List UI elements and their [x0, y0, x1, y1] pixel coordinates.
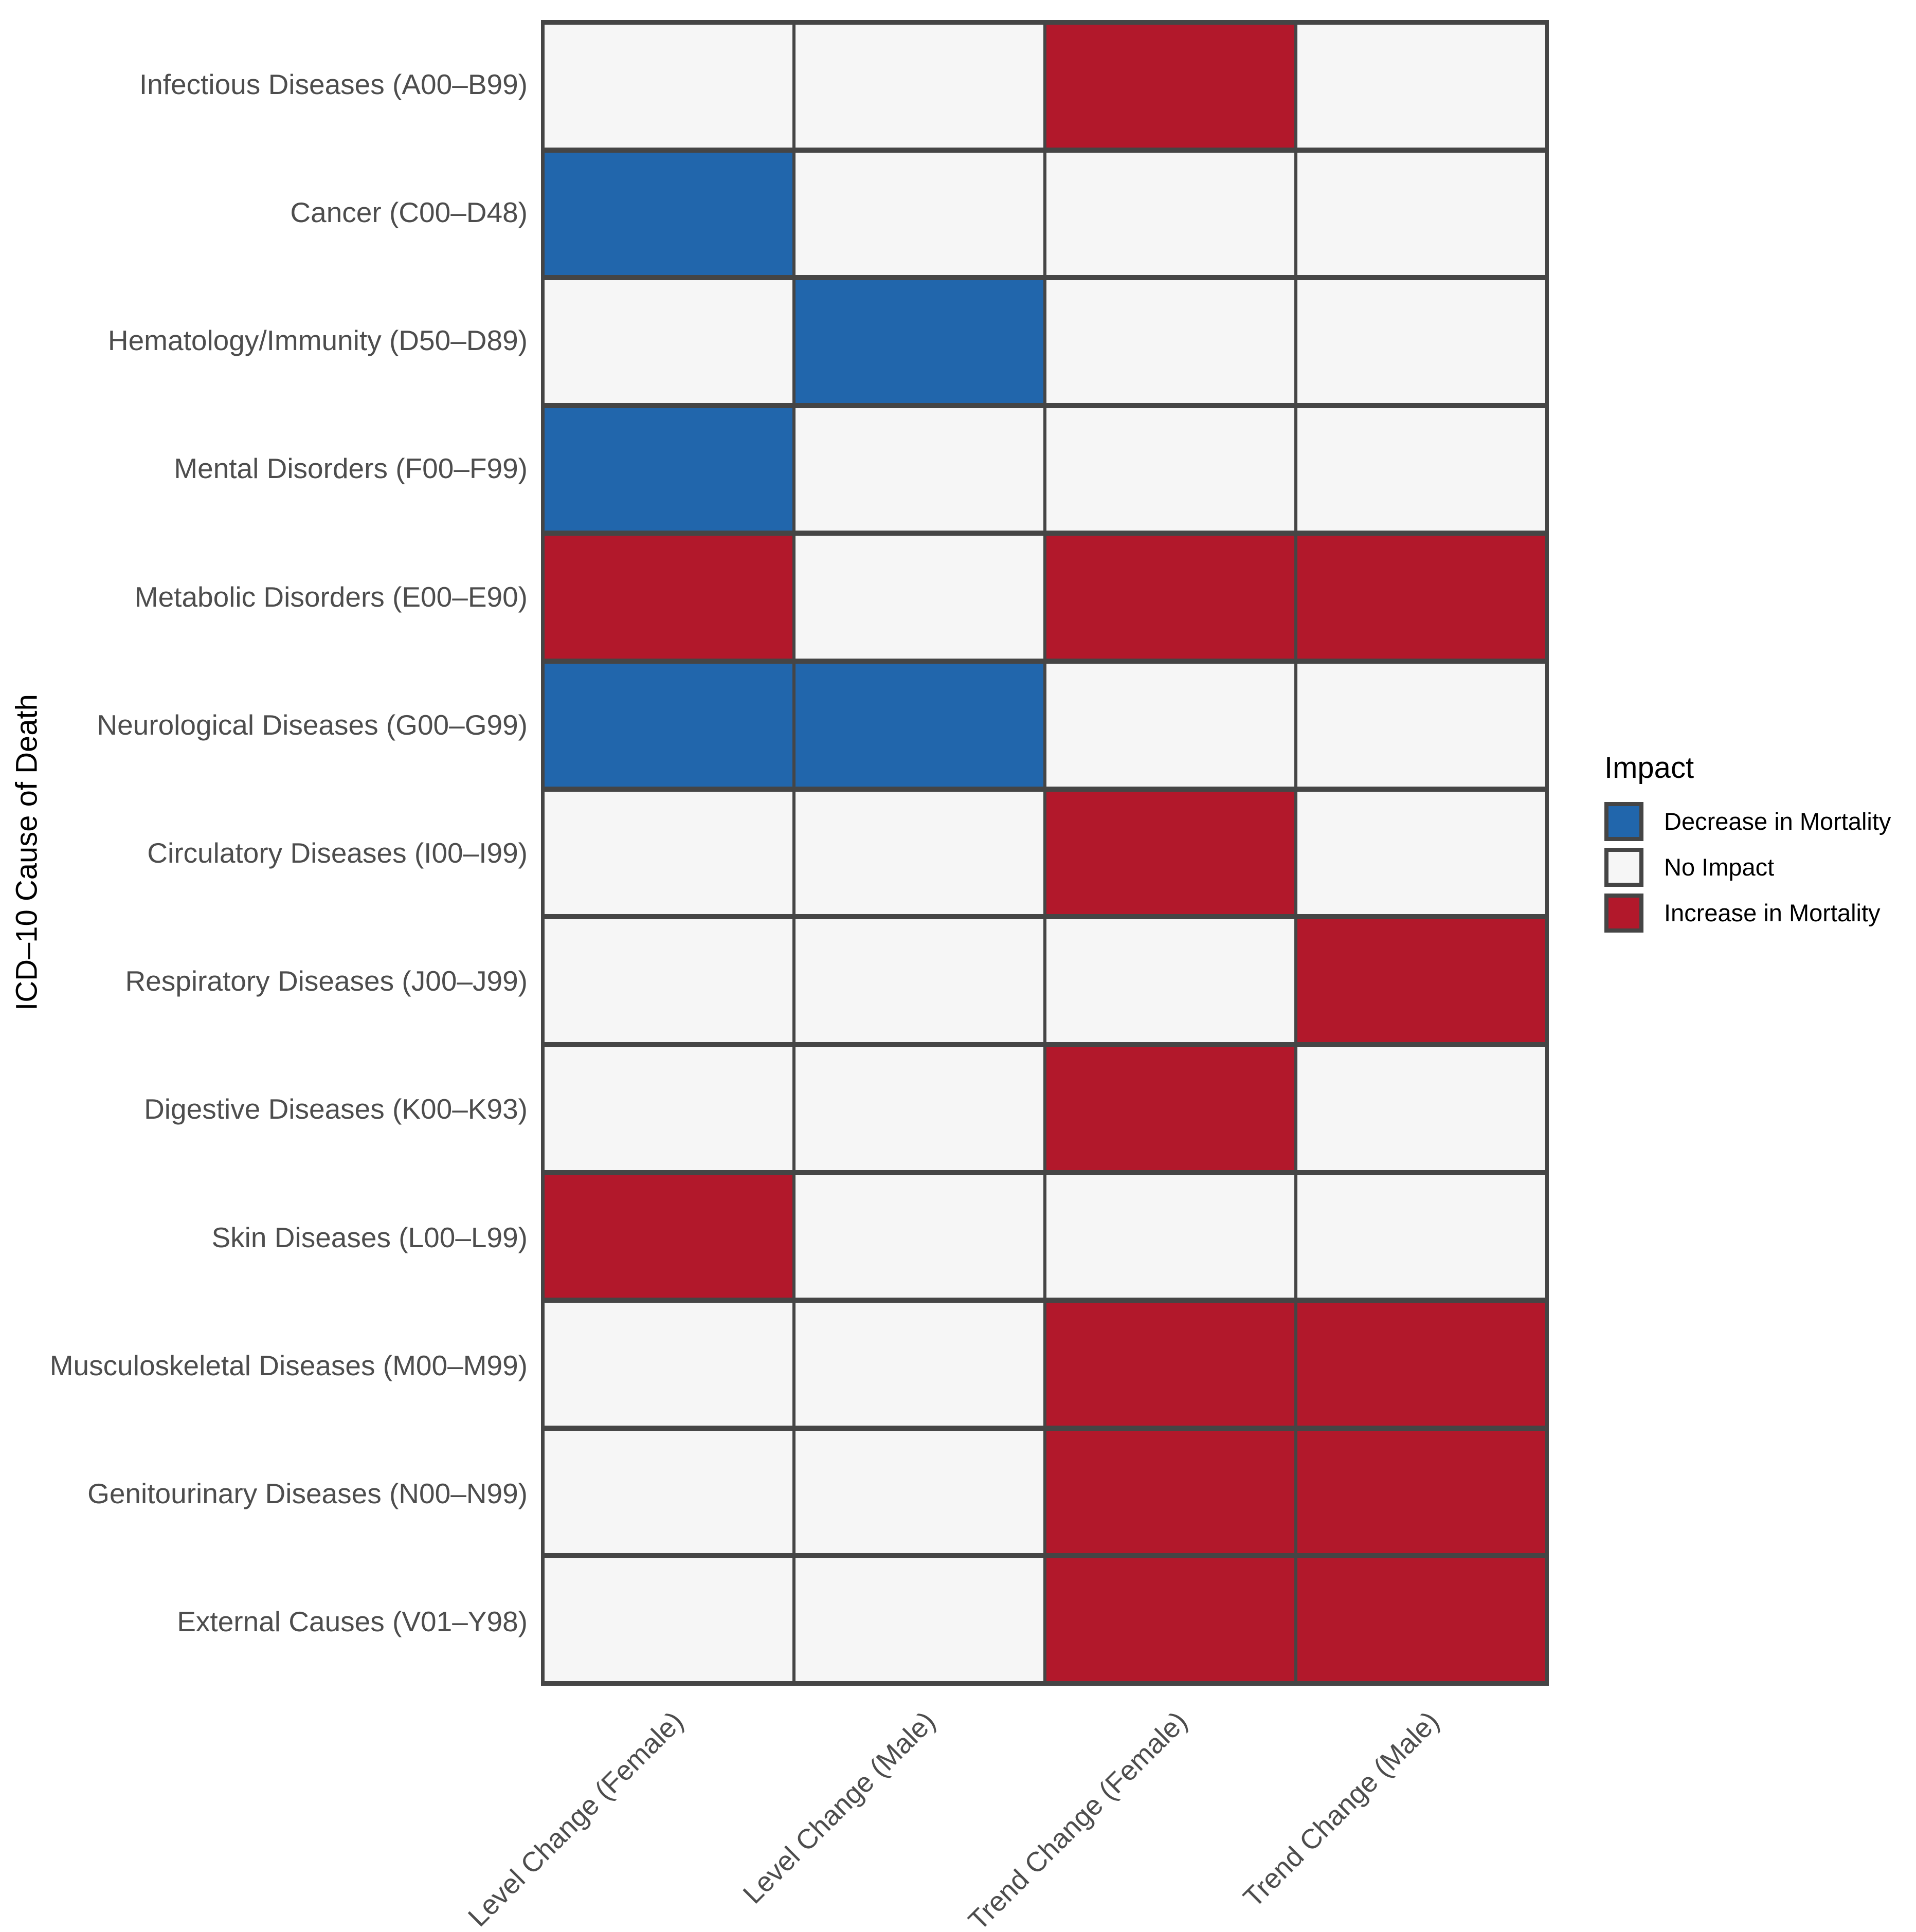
- heatmap-cell: [794, 22, 1045, 150]
- heatmap-cell: [1045, 1172, 1296, 1301]
- y-tick-label: Respiratory Diseases (J00–J99): [125, 965, 528, 997]
- heatmap-cell: [794, 278, 1045, 406]
- heatmap-cell: [1296, 789, 1547, 917]
- heatmap-cell: [543, 661, 794, 789]
- y-tick-label: Hematology/Immunity (D50–D89): [107, 324, 528, 357]
- heatmap-cell: [1045, 1556, 1296, 1684]
- legend-key-swatch: [1604, 893, 1643, 933]
- heatmap-cell: [1296, 22, 1547, 150]
- heatmap-cell: [794, 150, 1045, 278]
- heatmap-cell: [1296, 1172, 1547, 1301]
- heatmap-cell: [1045, 1428, 1296, 1556]
- x-tick-label: Level Change (Female): [462, 1705, 690, 1932]
- heatmap-cell: [1296, 150, 1547, 278]
- legend-title: Impact: [1604, 751, 1694, 785]
- heatmap-cell: [1296, 533, 1547, 662]
- heatmap-cell: [543, 1172, 794, 1301]
- heatmap-cell: [794, 917, 1045, 1045]
- y-tick-label: Cancer (C00–D48): [290, 196, 528, 228]
- heatmap-cell: [794, 1428, 1045, 1556]
- heatmap-cell: [1045, 1044, 1296, 1173]
- heatmap-cell: [1296, 1556, 1547, 1684]
- legend-key-swatch: [1604, 801, 1643, 841]
- heatmap-cell: [1045, 661, 1296, 789]
- heatmap-cell: [543, 789, 794, 917]
- heatmap-cell: [794, 1300, 1045, 1428]
- heatmap-cell: [1296, 917, 1547, 1045]
- heatmap-cell: [1045, 150, 1296, 278]
- y-tick-label: Mental Disorders (F00–F99): [174, 452, 528, 485]
- legend-label: Decrease in Mortality: [1664, 808, 1891, 835]
- legend: Impact Decrease in Mortality No Impact Inc…: [1604, 752, 1891, 933]
- y-tick-label: External Causes (V01–Y98): [177, 1606, 528, 1638]
- legend-key-swatch: [1604, 847, 1643, 887]
- legend-label: No Impact: [1664, 853, 1775, 881]
- heatmap-cell: [1296, 1428, 1547, 1556]
- heatmap-cell: [1045, 789, 1296, 917]
- heatmap-cell: [794, 405, 1045, 534]
- heatmap-cell: [794, 1044, 1045, 1173]
- legend-item: Increase in Mortality: [1604, 893, 1891, 933]
- heatmap-cell: [1045, 278, 1296, 406]
- heatmap-cell: [794, 1172, 1045, 1301]
- heatmap-cell: [543, 1556, 794, 1684]
- heatmap-cell: [543, 150, 794, 278]
- heatmap-cell: [1045, 533, 1296, 662]
- y-tick-label: Digestive Diseases (K00–K93): [144, 1093, 528, 1125]
- heatmap-cell: [1296, 661, 1547, 789]
- heatmap-cell: [794, 1556, 1045, 1684]
- y-tick-label: Neurological Diseases (G00–G99): [97, 708, 528, 741]
- heatmap-grid: [541, 20, 1549, 1686]
- x-tick-label: Level Change (Male): [737, 1705, 942, 1910]
- heatmap-cell: [1045, 1300, 1296, 1428]
- heatmap-cell: [543, 1300, 794, 1428]
- heatmap-cell: [543, 917, 794, 1045]
- heatmap-cell: [1045, 22, 1296, 150]
- legend-item: No Impact: [1604, 847, 1891, 887]
- y-tick-label: Metabolic Disorders (E00–E90): [134, 580, 528, 613]
- heatmap-cell: [1296, 1300, 1547, 1428]
- heatmap-cell: [543, 533, 794, 662]
- heatmap-cell: [543, 1044, 794, 1173]
- legend-label: Increase in Mortality: [1664, 899, 1881, 927]
- heatmap-cell: [794, 789, 1045, 917]
- heatmap-cell: [543, 405, 794, 534]
- heatmap-cell: [1045, 917, 1296, 1045]
- y-tick-label: Circulatory Diseases (I00–I99): [147, 836, 528, 869]
- y-tick-label: Skin Diseases (L00–L99): [211, 1221, 528, 1253]
- heatmap-cell: [1296, 1044, 1547, 1173]
- heatmap-cell: [1296, 405, 1547, 534]
- heatmap-cell: [543, 1428, 794, 1556]
- heatmap-cell: [543, 278, 794, 406]
- x-tick-label: Trend Change (Male): [1237, 1705, 1445, 1913]
- y-tick-label: Musculoskeletal Diseases (M00–M99): [49, 1349, 528, 1381]
- y-tick-label: Infectious Diseases (A00–B99): [139, 68, 528, 100]
- y-axis-labels: Infectious Diseases (A00–B99) Cancer (C00…: [0, 20, 528, 1686]
- heatmap-cell: [1296, 278, 1547, 406]
- y-tick-label: Genitourinary Diseases (N00–N99): [87, 1478, 528, 1510]
- legend-entries: Decrease in Mortality No Impact Increase i…: [1604, 801, 1891, 933]
- heatmap-cell: [1045, 405, 1296, 534]
- heatmap-cell: [794, 661, 1045, 789]
- heatmap-cell: [543, 22, 794, 150]
- legend-item: Decrease in Mortality: [1604, 801, 1891, 841]
- x-tick-label: Trend Change (Female): [962, 1705, 1194, 1932]
- heatmap-cell: [794, 533, 1045, 662]
